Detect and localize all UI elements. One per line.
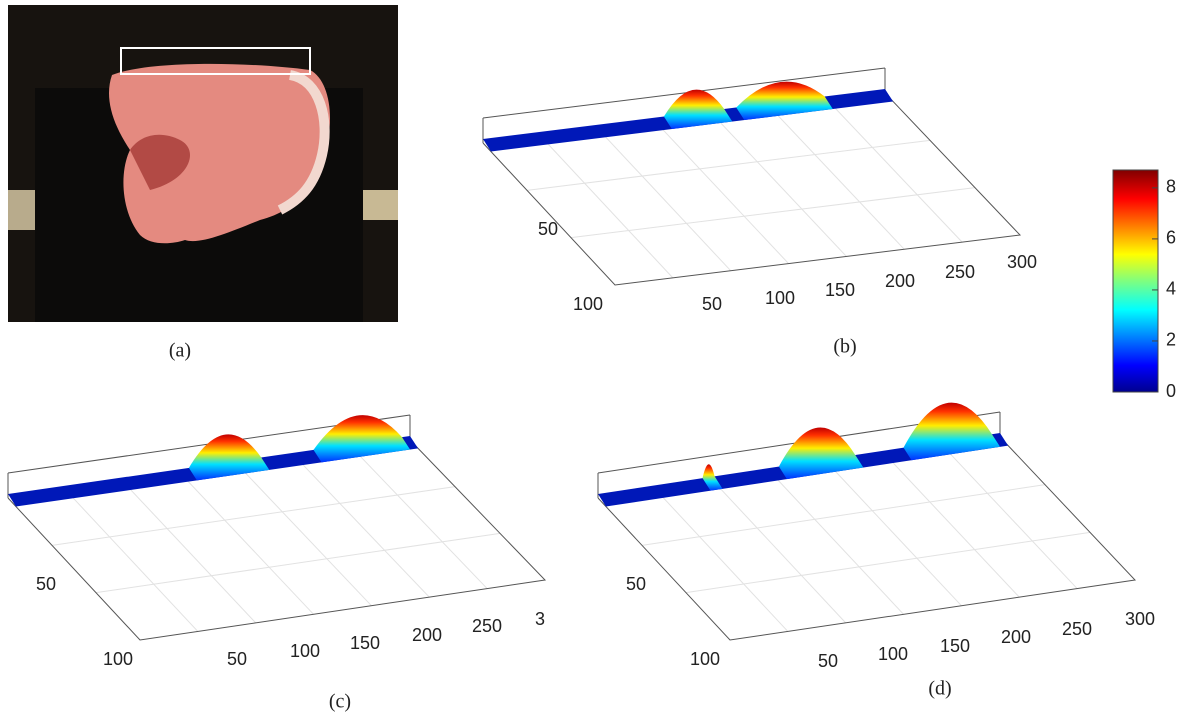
x-tick-label: 250 <box>945 262 975 282</box>
x-tick-label: 200 <box>885 271 915 291</box>
x-tick-label: 50 <box>702 294 722 314</box>
y-tick-label: 100 <box>573 294 603 314</box>
grid-line <box>294 456 430 598</box>
grid-line <box>712 480 847 624</box>
grid-line <box>526 139 931 191</box>
photo <box>8 5 398 322</box>
axis-box <box>597 411 1137 641</box>
panel-label: (a) <box>169 340 191 362</box>
x-tick-label: 150 <box>940 636 970 656</box>
y-tick-label: 50 <box>36 574 56 594</box>
grid-line <box>570 187 976 239</box>
x-tick-label: 200 <box>412 625 442 645</box>
x-tick-label: 250 <box>1062 619 1092 639</box>
surface-bump <box>313 415 411 463</box>
grid-line <box>827 99 963 243</box>
x-tick-label: 50 <box>818 651 838 671</box>
axis-box <box>482 67 1022 286</box>
x-tick-label: 50 <box>227 649 247 669</box>
x-tick-label: 100 <box>290 641 320 661</box>
panel-label: (b) <box>833 336 856 358</box>
y-tick-label: 100 <box>690 649 720 669</box>
y-tick-label: 100 <box>103 649 133 669</box>
x-tick-label: 250 <box>472 616 502 636</box>
surface-bump <box>778 427 864 480</box>
grid-line <box>641 484 1046 546</box>
surface-bump <box>188 434 270 481</box>
grid-line <box>51 486 456 546</box>
x-tick-label: 200 <box>1001 627 1031 647</box>
grid-line <box>352 447 488 589</box>
colorbar-tick-label: 2 <box>1166 330 1176 350</box>
grid-line <box>597 128 732 272</box>
x-tick-label: 150 <box>825 280 855 300</box>
colorbar-tick-label: 8 <box>1166 177 1176 197</box>
grid-line <box>540 135 674 279</box>
colorbar-tick-label: 6 <box>1166 228 1176 248</box>
grid-line <box>827 462 962 607</box>
grid-line <box>65 489 199 632</box>
colorbar-tick-label: 0 <box>1166 381 1176 401</box>
y-tick-label: 50 <box>538 219 558 239</box>
x-tick-label: 100 <box>878 644 908 664</box>
grid-line <box>769 471 904 615</box>
grid-line <box>237 464 372 607</box>
y-tick-label: 50 <box>626 574 646 594</box>
x-tick-label: 150 <box>350 633 380 653</box>
x-tick-label: 300 <box>1125 609 1155 629</box>
colorbar <box>1112 169 1159 393</box>
grid-line <box>654 121 789 264</box>
grid-line <box>655 488 789 632</box>
grid-line <box>179 472 314 615</box>
surface-bump <box>663 89 733 130</box>
grid-line <box>685 531 1091 594</box>
colorbar-tick-label: 4 <box>1166 279 1176 299</box>
grid-line <box>95 532 501 594</box>
panel-label: (c) <box>329 691 351 713</box>
grid-line <box>769 106 905 250</box>
grid-line <box>712 114 847 257</box>
grid-line <box>122 481 257 624</box>
grid-line <box>884 454 1020 598</box>
panel-label: (d) <box>928 678 951 700</box>
x-tick-label: 3 <box>535 609 545 629</box>
axis-box <box>7 414 547 641</box>
surface-bump <box>903 402 1001 461</box>
x-tick-label: 300 <box>1007 252 1037 272</box>
x-tick-label: 100 <box>765 288 795 308</box>
surface-bump <box>736 81 833 121</box>
surface-bump <box>702 464 723 491</box>
grid-line <box>942 445 1078 589</box>
